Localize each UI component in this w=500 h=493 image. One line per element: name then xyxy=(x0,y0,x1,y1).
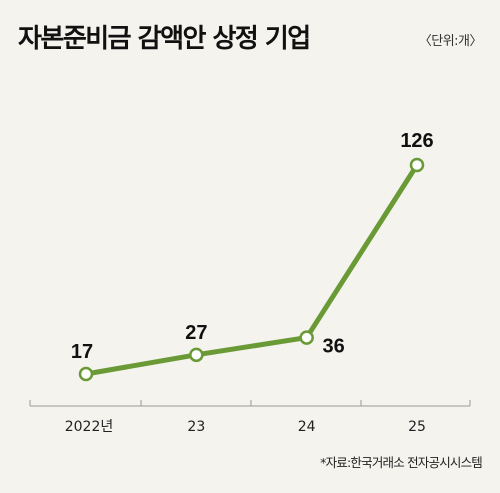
chart-title: 자본준비금 감액안 상정 기업 xyxy=(18,24,311,54)
series-line xyxy=(83,162,420,377)
data-point xyxy=(299,330,314,345)
data-label: 126 xyxy=(400,130,433,152)
data-point xyxy=(189,347,204,363)
data-point xyxy=(409,157,425,173)
x-tick-label: 2022년 xyxy=(65,419,114,435)
data-label: 17 xyxy=(71,341,93,363)
data-point xyxy=(78,366,94,382)
x-tick-label: 24 xyxy=(298,419,316,435)
source-note: *자료:한국거래소 전자공시시스템 xyxy=(320,455,483,470)
data-label: 36 xyxy=(323,336,345,358)
unit-label: 〈단위:개〉 xyxy=(418,34,483,49)
x-tick-label: 23 xyxy=(187,419,205,435)
data-label: 27 xyxy=(185,322,207,344)
x-tick-label: 25 xyxy=(408,419,426,435)
